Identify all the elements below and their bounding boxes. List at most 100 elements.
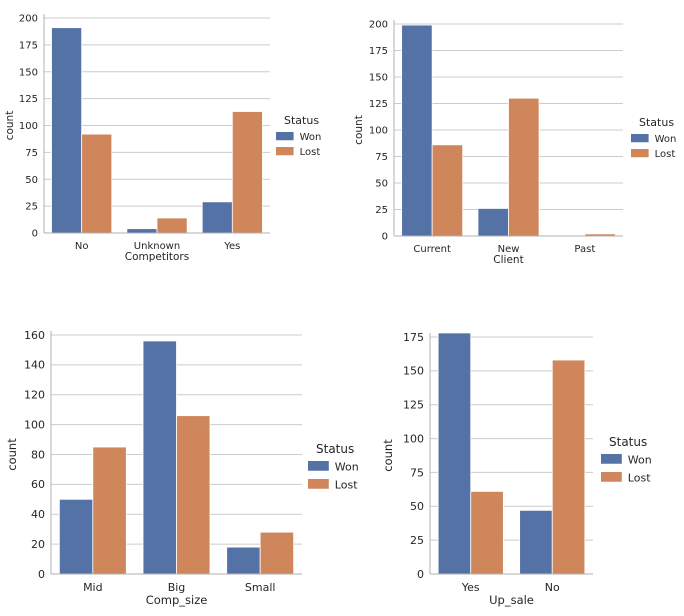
x-axis-label: Up_sale bbox=[489, 593, 534, 607]
bar-lost-no bbox=[81, 133, 113, 234]
y-tick-label: 25 bbox=[410, 534, 424, 547]
y-tick-label: 125 bbox=[19, 94, 38, 105]
y-tick-label: 100 bbox=[24, 418, 45, 431]
legend-title: Status bbox=[609, 435, 647, 449]
bar-lost-unknown bbox=[156, 217, 188, 234]
legend-swatch-lost bbox=[308, 479, 329, 489]
y-axis-label: count bbox=[5, 438, 19, 471]
bar-lost-current bbox=[431, 144, 464, 237]
x-axis-label: Comp_size bbox=[146, 593, 208, 607]
legend-swatch-lost bbox=[631, 149, 649, 158]
x-tick-label: Yes bbox=[223, 241, 240, 252]
bar-lost-small bbox=[259, 531, 295, 575]
y-tick-label: 150 bbox=[19, 67, 38, 78]
legend-label-won: Won bbox=[655, 134, 677, 145]
x-tick-label: Current bbox=[413, 244, 451, 255]
x-tick-label: Past bbox=[574, 244, 595, 255]
y-tick-label: 175 bbox=[369, 46, 388, 57]
y-axis-label: count bbox=[4, 111, 16, 141]
y-tick-label: 50 bbox=[25, 175, 38, 186]
bar-lost-yes bbox=[231, 111, 263, 234]
bar-lost-mid bbox=[92, 446, 127, 575]
legend: Status Won Lost bbox=[308, 442, 359, 491]
y-tick-label: 75 bbox=[375, 152, 388, 163]
bar-won-current bbox=[401, 24, 433, 237]
x-tick-label: New bbox=[498, 244, 520, 255]
chart-panel-3: 0 20 40 60 80 100 120 140 160 Mid Big Small Comp_siz… bbox=[5, 329, 359, 607]
y-tick-label: 160 bbox=[24, 329, 45, 342]
bar-won-mid bbox=[58, 498, 94, 575]
y-axis-label: count bbox=[381, 439, 395, 472]
y-tick-label: 125 bbox=[369, 99, 388, 110]
y-tick-label: 20 bbox=[31, 538, 45, 551]
legend: Status Won Lost bbox=[276, 114, 321, 158]
legend: Status Won Lost bbox=[631, 116, 676, 160]
legend-label-lost: Lost bbox=[655, 149, 676, 160]
y-tick-label: 75 bbox=[25, 148, 38, 159]
y-tick-label: 200 bbox=[19, 14, 38, 25]
legend: Status Won Lost bbox=[601, 435, 652, 484]
y-tick-label: 60 bbox=[31, 478, 45, 491]
x-axis-label: Competitors bbox=[125, 251, 189, 263]
y-tick-label: 0 bbox=[382, 232, 388, 243]
y-tick-label: 40 bbox=[31, 508, 45, 521]
y-tick-label: 200 bbox=[369, 20, 388, 31]
bar-won-yes bbox=[201, 201, 233, 234]
legend-swatch-lost bbox=[276, 147, 294, 156]
chart-panel-2: 0 25 50 75 100 125 150 175 200 Current New Past Clie… bbox=[353, 20, 676, 267]
bar-won-yes bbox=[437, 332, 472, 575]
x-tick-label: Big bbox=[168, 581, 186, 594]
bar-won-no bbox=[519, 509, 553, 575]
y-tick-label: 50 bbox=[375, 179, 388, 190]
bar-won-small bbox=[226, 546, 261, 575]
legend-label-lost: Lost bbox=[335, 478, 358, 491]
chart-panel-1: 0 25 50 75 100 125 150 175 200 No Unknown Yes Compet… bbox=[4, 14, 321, 264]
y-tick-label: 25 bbox=[25, 202, 38, 213]
legend-label-lost: Lost bbox=[300, 147, 321, 158]
y-tick-label: 175 bbox=[19, 40, 38, 51]
y-tick-label: 50 bbox=[410, 500, 424, 513]
y-tick-label: 175 bbox=[403, 331, 424, 344]
y-tick-label: 0 bbox=[32, 229, 38, 240]
y-tick-label: 0 bbox=[38, 568, 45, 581]
x-axis-label: Client bbox=[493, 254, 523, 266]
bar-won-new bbox=[477, 208, 509, 237]
legend-swatch-won bbox=[601, 454, 622, 464]
legend-title: Status bbox=[284, 114, 319, 127]
legend-swatch-won bbox=[308, 461, 329, 471]
y-tick-label: 80 bbox=[31, 448, 45, 461]
legend-label-won: Won bbox=[335, 460, 359, 473]
y-tick-label: 0 bbox=[417, 568, 424, 581]
y-tick-label: 150 bbox=[369, 73, 388, 84]
bar-lost-no bbox=[551, 359, 586, 575]
legend-label-won: Won bbox=[628, 453, 652, 466]
x-tick-label: Mid bbox=[83, 581, 103, 594]
y-tick-label: 120 bbox=[24, 389, 45, 402]
bar-won-big bbox=[142, 340, 177, 575]
legend-label-lost: Lost bbox=[628, 471, 651, 484]
y-tick-label: 100 bbox=[403, 432, 424, 445]
x-tick-label: Unknown bbox=[134, 241, 180, 252]
bar-won-no bbox=[51, 27, 83, 234]
bar-lost-big bbox=[176, 415, 211, 575]
x-tick-label: No bbox=[545, 581, 560, 594]
y-tick-label: 100 bbox=[369, 126, 388, 137]
bar-lost-new bbox=[508, 97, 540, 237]
legend-title: Status bbox=[639, 116, 674, 129]
legend-swatch-won bbox=[276, 132, 294, 141]
bar-won-unknown bbox=[126, 228, 158, 234]
x-tick-label: No bbox=[75, 241, 89, 252]
y-tick-label: 100 bbox=[19, 121, 38, 132]
y-tick-label: 140 bbox=[24, 359, 45, 372]
y-tick-label: 25 bbox=[375, 205, 388, 216]
y-tick-label: 125 bbox=[403, 399, 424, 412]
y-axis-label: count bbox=[353, 115, 365, 145]
y-tick-label: 150 bbox=[403, 365, 424, 378]
legend-title: Status bbox=[316, 442, 354, 456]
x-tick-label: Small bbox=[245, 581, 276, 594]
legend-label-won: Won bbox=[300, 132, 322, 143]
x-tick-label: Yes bbox=[461, 581, 480, 594]
legend-swatch-lost bbox=[601, 472, 622, 482]
y-tick-label: 75 bbox=[410, 466, 424, 479]
